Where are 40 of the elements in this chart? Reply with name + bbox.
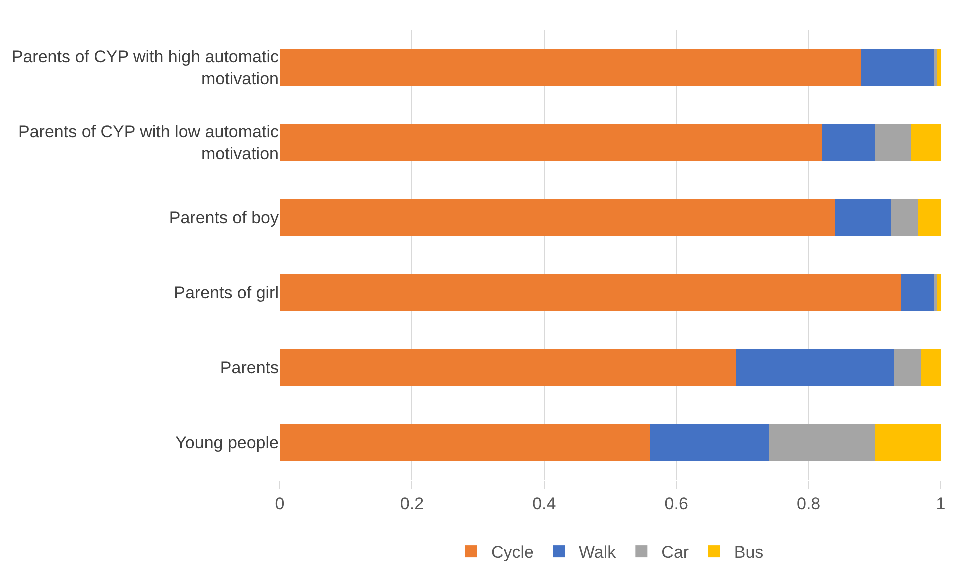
x-tick-label: 0.6 [664, 494, 688, 514]
bar [736, 348, 895, 386]
bar [862, 48, 934, 86]
bar [874, 424, 941, 462]
legend-label: Car [662, 543, 690, 562]
y-tick-label: Young people [176, 433, 279, 452]
bar [921, 348, 941, 386]
y-tick-label: Parents of CYP with high automatic motivation [12, 47, 280, 88]
y-tick-label: Parents of CYP with low automatic motivation [18, 122, 280, 164]
bar [280, 198, 836, 236]
bar [650, 424, 770, 462]
x-tick-label: 0.4 [532, 494, 556, 514]
x-tick-label: 0.2 [400, 494, 424, 514]
bar [822, 124, 875, 162]
bar [938, 48, 941, 86]
bar [901, 274, 934, 312]
bar [280, 274, 902, 312]
bar [934, 274, 938, 312]
bar [280, 48, 862, 86]
bar [280, 348, 736, 386]
x-tick-label: 0.8 [796, 494, 821, 514]
x-tick-label: 1 [936, 494, 946, 514]
legend-label: Bus [734, 543, 764, 562]
bar [934, 48, 938, 86]
bar [874, 124, 912, 162]
bar [918, 198, 941, 236]
bar [891, 198, 918, 236]
y-tick-label: Parents [220, 358, 279, 378]
legend-label: Cycle [492, 543, 534, 562]
bar [280, 424, 650, 462]
bar [937, 274, 941, 312]
bar [911, 124, 941, 162]
bar [835, 198, 892, 236]
y-tick-label: Parents of girl [174, 283, 279, 302]
y-tick-label: Parents of boy [169, 208, 280, 228]
bar [280, 124, 822, 162]
legend-label: Walk [579, 543, 617, 562]
bar [894, 348, 922, 386]
bar [769, 424, 875, 462]
x-tick-label: 0 [275, 494, 285, 514]
